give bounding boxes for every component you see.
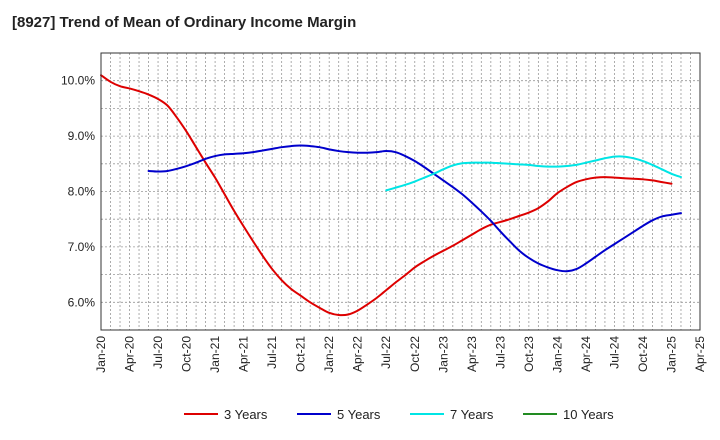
series-line-3-years: [100, 74, 673, 317]
x-tick-label: Oct-22: [408, 336, 422, 372]
x-tick-label: Jan-21: [208, 336, 222, 373]
x-tick-label: Apr-25: [693, 336, 707, 372]
x-tick-label: Jan-22: [322, 336, 336, 373]
x-tick-label: Jan-24: [550, 336, 564, 373]
x-tick-label: Apr-20: [123, 336, 137, 372]
plot-border: [100, 52, 701, 331]
y-tick-label: 8.0%: [68, 185, 96, 199]
series-line-7-years: [385, 155, 682, 192]
x-tick-label: Apr-24: [579, 336, 593, 372]
y-axis-ticks: 6.0% 7.0% 8.0% 9.0% 10.0%: [61, 74, 95, 310]
plot-background: [101, 53, 700, 330]
x-tick-label: Jul-23: [493, 336, 507, 369]
x-tick-label: Jan-20: [94, 336, 108, 373]
x-tick-label: Apr-23: [465, 336, 479, 372]
x-tick-label: Apr-21: [237, 336, 251, 372]
chart-title: [8927] Trend of Mean of Ordinary Income …: [12, 14, 357, 31]
x-tick-label: Jul-20: [151, 336, 165, 369]
x-tick-label: Oct-23: [522, 336, 536, 372]
x-tick-label: Jul-21: [265, 336, 279, 369]
y-tick-label: 9.0%: [68, 129, 96, 143]
x-axis-ticks: Jan-20 Apr-20 Jul-20 Oct-20 Jan-21 Apr-21 Jul-…: [94, 336, 707, 373]
legend-label-5-years: 5 Years: [337, 407, 381, 422]
x-tick-label: Oct-21: [294, 336, 308, 372]
y-tick-label: 6.0%: [68, 295, 96, 309]
y-tick-label: 10.0%: [61, 74, 95, 88]
series-lines: [100, 74, 682, 317]
series-line-5-years: [147, 144, 682, 273]
x-tick-label: Oct-20: [180, 336, 194, 372]
y-tick-label: 7.0%: [68, 240, 96, 254]
x-tick-label: Jul-24: [607, 336, 621, 369]
x-tick-label: Jul-22: [379, 336, 393, 369]
legend-label-10-years: 10 Years: [563, 407, 614, 422]
x-tick-label: Apr-22: [351, 336, 365, 372]
legend: 3 Years 5 Years 7 Years 10 Years: [184, 407, 614, 422]
legend-label-3-years: 3 Years: [224, 407, 268, 422]
legend-label-7-years: 7 Years: [450, 407, 494, 422]
x-tick-label: Jan-25: [664, 336, 678, 373]
x-tick-label: Oct-24: [636, 336, 650, 372]
x-tick-label: Jan-23: [436, 336, 450, 373]
